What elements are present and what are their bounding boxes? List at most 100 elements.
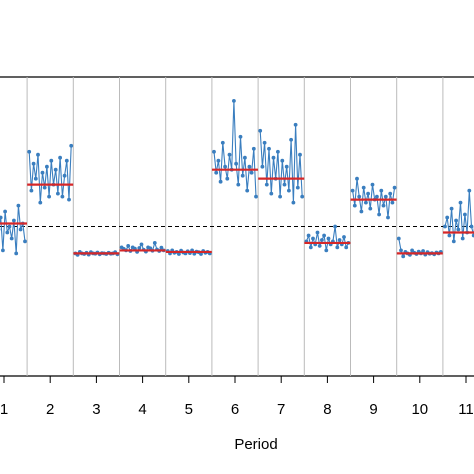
data-point-period-7-11 <box>280 158 285 163</box>
series-line-period-1 <box>0 205 26 254</box>
data-point-period-11-12 <box>467 188 472 193</box>
data-point-period-8-15 <box>335 245 340 250</box>
data-point-period-10-1 <box>396 236 401 241</box>
data-point-period-1-20 <box>23 239 27 244</box>
data-point-period-8-16 <box>337 238 342 242</box>
data-point-period-11-8 <box>458 200 463 205</box>
data-point-period-11-14 <box>471 233 474 238</box>
data-point-period-9-2 <box>352 203 357 208</box>
data-point-period-6-6 <box>223 164 228 169</box>
data-point-period-1-13 <box>7 224 12 229</box>
data-point-period-6-18 <box>249 170 254 175</box>
data-point-period-8-4 <box>311 236 315 241</box>
series-group <box>0 99 474 259</box>
x-tick-label-10: 10 <box>411 401 428 418</box>
data-point-period-4-14 <box>148 246 153 251</box>
data-point-period-7-18 <box>295 185 300 190</box>
data-point-period-8-18 <box>342 235 346 239</box>
x-tick-label-8: 8 <box>323 401 331 418</box>
data-point-period-11-4 <box>449 206 454 211</box>
data-point-period-1-11 <box>3 209 7 214</box>
data-point-period-6-4 <box>218 179 223 184</box>
data-point-period-9-1 <box>350 188 355 193</box>
data-point-period-4-10 <box>139 242 144 247</box>
data-point-period-4-16 <box>152 241 157 245</box>
series-line-period-2 <box>28 145 72 203</box>
data-point-period-9-17 <box>386 215 390 220</box>
data-point-period-2-15 <box>58 155 62 160</box>
data-point-period-8-6 <box>315 230 320 235</box>
data-point-period-7-5 <box>267 146 271 151</box>
data-point-period-11-9 <box>460 236 465 241</box>
series-line-period-11 <box>444 190 474 242</box>
data-point-period-8-3 <box>308 245 313 250</box>
data-point-period-7-14 <box>287 188 291 193</box>
data-point-period-7-9 <box>276 149 280 154</box>
x-tick-label-7: 7 <box>277 401 285 418</box>
data-point-period-4-19 <box>159 245 164 250</box>
data-point-period-6-20 <box>254 194 258 199</box>
data-point-period-9-14 <box>379 188 384 193</box>
data-point-period-9-3 <box>355 176 359 181</box>
data-point-period-7-6 <box>269 191 274 196</box>
data-point-period-2-19 <box>67 197 71 202</box>
data-point-period-2-7 <box>40 170 45 175</box>
data-point-period-10-12 <box>421 249 425 253</box>
data-point-period-8-8 <box>320 238 324 242</box>
data-point-period-2-1 <box>27 149 32 154</box>
data-point-period-11-10 <box>463 212 467 217</box>
data-point-period-11-7 <box>456 227 461 232</box>
data-point-period-6-17 <box>247 164 252 169</box>
data-point-period-7-4 <box>264 182 269 187</box>
data-point-period-2-11 <box>49 158 54 163</box>
data-point-period-6-12 <box>236 182 241 187</box>
data-point-period-6-7 <box>225 176 230 181</box>
data-point-period-1-14 <box>9 236 14 241</box>
data-point-period-9-9 <box>368 206 373 211</box>
data-point-period-2-16 <box>60 194 65 199</box>
data-point-period-10-3 <box>401 254 406 259</box>
data-point-period-11-1 <box>443 224 447 229</box>
data-point-period-8-14 <box>333 224 337 229</box>
data-point-period-2-20 <box>69 143 74 148</box>
x-tick-label-3: 3 <box>92 401 100 418</box>
data-point-period-2-17 <box>62 173 67 178</box>
data-point-period-6-1 <box>212 149 216 154</box>
data-point-period-6-8 <box>227 152 232 157</box>
period-means-group <box>0 168 474 255</box>
x-tick-label-6: 6 <box>231 401 239 418</box>
data-point-period-2-6 <box>38 200 43 205</box>
data-point-period-4-4 <box>126 244 131 248</box>
series-line-period-7 <box>259 124 303 203</box>
data-point-period-1-17 <box>16 203 21 208</box>
data-point-period-9-4 <box>357 194 362 199</box>
data-point-period-10-2 <box>399 248 403 253</box>
data-point-period-8-2 <box>306 233 311 238</box>
data-point-period-7-20 <box>300 194 305 199</box>
data-point-period-9-5 <box>359 209 364 214</box>
data-point-period-2-18 <box>64 158 69 163</box>
data-point-period-7-10 <box>278 194 282 199</box>
data-point-period-8-11 <box>326 236 331 241</box>
data-point-period-9-20 <box>392 185 397 190</box>
data-point-period-11-5 <box>451 239 456 244</box>
x-axis-title: Period <box>234 436 277 453</box>
data-point-period-7-13 <box>284 164 289 169</box>
data-point-period-1-18 <box>18 227 23 232</box>
data-point-period-6-16 <box>245 188 250 193</box>
data-point-period-7-3 <box>262 140 267 145</box>
data-point-period-8-10 <box>324 248 329 253</box>
x-tick-label-5: 5 <box>185 401 193 418</box>
data-point-period-11-3 <box>447 233 452 238</box>
data-point-period-7-15 <box>289 137 293 142</box>
data-point-period-2-8 <box>42 185 47 190</box>
data-point-period-6-13 <box>238 134 243 139</box>
data-point-period-7-2 <box>260 164 265 169</box>
data-point-period-9-15 <box>381 203 386 208</box>
data-point-period-4-9 <box>137 246 142 250</box>
data-point-period-7-17 <box>293 122 298 127</box>
data-point-period-6-15 <box>243 155 247 160</box>
data-point-period-6-11 <box>234 161 239 166</box>
data-point-period-2-3 <box>31 161 36 166</box>
